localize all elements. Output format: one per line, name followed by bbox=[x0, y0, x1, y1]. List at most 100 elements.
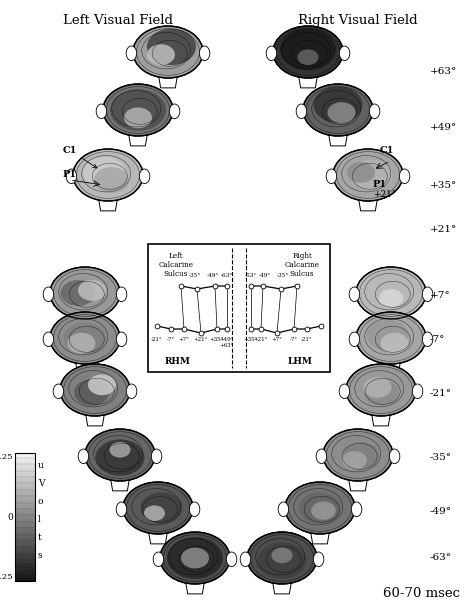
Ellipse shape bbox=[109, 442, 130, 458]
Bar bbox=[15, 579, 35, 582]
Ellipse shape bbox=[369, 104, 380, 119]
Ellipse shape bbox=[78, 449, 89, 464]
Bar bbox=[15, 493, 35, 495]
Bar bbox=[15, 512, 35, 514]
Text: Left
Calcarine
Sulcus: Left Calcarine Sulcus bbox=[158, 252, 193, 279]
Text: -35°: -35° bbox=[189, 273, 201, 278]
Ellipse shape bbox=[326, 169, 337, 183]
Bar bbox=[15, 570, 35, 572]
Bar bbox=[15, 524, 35, 525]
Ellipse shape bbox=[169, 104, 180, 119]
Text: -1.25: -1.25 bbox=[0, 573, 13, 581]
Bar bbox=[15, 571, 35, 574]
Bar bbox=[15, 522, 35, 524]
Bar bbox=[15, 453, 35, 581]
Ellipse shape bbox=[257, 543, 307, 579]
Bar bbox=[15, 540, 35, 541]
Bar bbox=[15, 533, 35, 535]
Text: RHM: RHM bbox=[165, 357, 191, 366]
Bar bbox=[15, 565, 35, 567]
Text: Left Visual Field: Left Visual Field bbox=[63, 14, 173, 27]
Ellipse shape bbox=[370, 277, 412, 309]
Bar bbox=[15, 496, 35, 499]
Ellipse shape bbox=[83, 157, 126, 188]
Ellipse shape bbox=[298, 49, 319, 65]
Ellipse shape bbox=[85, 429, 155, 481]
Bar bbox=[15, 536, 35, 538]
Text: t: t bbox=[38, 533, 42, 541]
Bar bbox=[15, 491, 35, 494]
Bar bbox=[15, 482, 35, 484]
Bar bbox=[15, 574, 35, 577]
Ellipse shape bbox=[94, 167, 129, 193]
Text: -63°: -63° bbox=[430, 554, 452, 563]
Text: P1: P1 bbox=[373, 180, 387, 189]
Ellipse shape bbox=[116, 502, 127, 516]
Text: +49°: +49° bbox=[430, 123, 457, 133]
Bar bbox=[15, 578, 35, 580]
Ellipse shape bbox=[349, 287, 360, 302]
Text: l: l bbox=[38, 514, 41, 524]
Ellipse shape bbox=[313, 87, 363, 123]
Bar bbox=[15, 469, 35, 471]
Ellipse shape bbox=[364, 377, 392, 398]
Ellipse shape bbox=[266, 46, 277, 60]
Ellipse shape bbox=[53, 384, 64, 398]
Text: o: o bbox=[38, 497, 44, 505]
Bar bbox=[15, 532, 35, 533]
Text: u: u bbox=[38, 461, 44, 469]
Bar bbox=[15, 549, 35, 551]
Bar bbox=[15, 552, 35, 554]
Ellipse shape bbox=[64, 323, 106, 354]
Ellipse shape bbox=[285, 482, 355, 534]
Bar bbox=[15, 547, 35, 549]
Ellipse shape bbox=[351, 502, 362, 516]
Ellipse shape bbox=[356, 312, 426, 364]
Bar bbox=[15, 498, 35, 500]
Text: +49°
+63°: +49° +63° bbox=[220, 337, 234, 348]
Bar bbox=[15, 546, 35, 548]
Ellipse shape bbox=[124, 108, 152, 128]
Ellipse shape bbox=[347, 162, 375, 183]
Ellipse shape bbox=[328, 102, 356, 123]
Bar bbox=[15, 557, 35, 559]
Text: -21°: -21° bbox=[430, 389, 452, 398]
Bar bbox=[15, 511, 35, 513]
Ellipse shape bbox=[226, 552, 237, 566]
Text: +63°: +63° bbox=[430, 67, 457, 76]
Polygon shape bbox=[128, 131, 148, 146]
Polygon shape bbox=[75, 314, 95, 329]
Polygon shape bbox=[148, 529, 168, 544]
Ellipse shape bbox=[299, 492, 341, 524]
Bar bbox=[15, 558, 35, 561]
Ellipse shape bbox=[61, 280, 95, 306]
Bar bbox=[15, 486, 35, 489]
Ellipse shape bbox=[88, 375, 116, 395]
Bar bbox=[15, 478, 35, 481]
Text: +35°: +35° bbox=[210, 337, 224, 342]
Text: P1: P1 bbox=[63, 170, 77, 179]
Ellipse shape bbox=[95, 439, 145, 476]
Text: -35°: -35° bbox=[430, 453, 452, 463]
Ellipse shape bbox=[126, 46, 137, 60]
Ellipse shape bbox=[240, 552, 251, 566]
Bar bbox=[15, 517, 35, 519]
Ellipse shape bbox=[379, 289, 403, 307]
Bar bbox=[15, 456, 35, 458]
Text: +7°: +7° bbox=[272, 337, 283, 342]
Bar bbox=[15, 472, 35, 474]
Ellipse shape bbox=[73, 149, 143, 201]
Ellipse shape bbox=[60, 364, 130, 416]
Text: +35°: +35° bbox=[430, 180, 457, 189]
Bar bbox=[15, 514, 35, 516]
Ellipse shape bbox=[350, 159, 392, 191]
Polygon shape bbox=[381, 359, 401, 374]
Polygon shape bbox=[110, 477, 130, 491]
Ellipse shape bbox=[333, 149, 403, 201]
Bar bbox=[15, 501, 35, 503]
Ellipse shape bbox=[67, 333, 95, 354]
Text: -7°: -7° bbox=[167, 337, 175, 342]
Text: +21°: +21° bbox=[254, 337, 268, 342]
Bar bbox=[15, 458, 35, 460]
Polygon shape bbox=[298, 73, 318, 88]
